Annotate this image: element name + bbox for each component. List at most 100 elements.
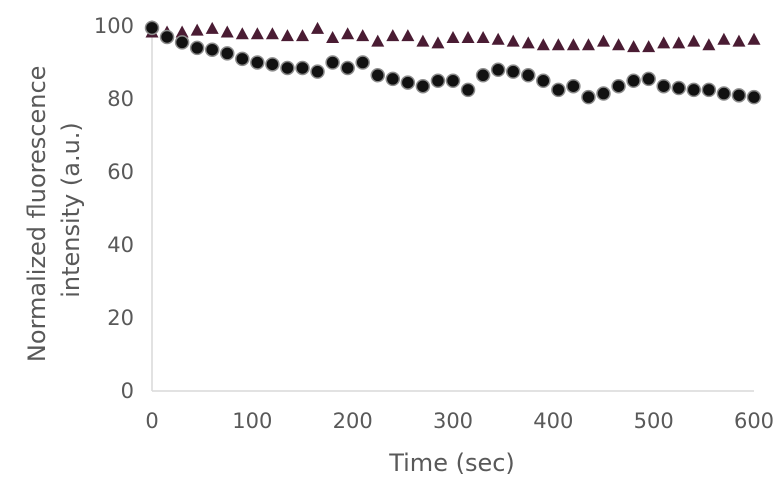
y-tick-label: 100 (94, 14, 134, 38)
triangle-point (536, 38, 550, 51)
triangle-point (356, 29, 370, 42)
circle-point (505, 64, 521, 79)
circle-point (400, 75, 416, 90)
y-tick-label: 40 (107, 233, 134, 257)
circle-point (370, 68, 385, 83)
circle-point (626, 73, 641, 88)
triangle-point (551, 38, 565, 51)
triangle-point (341, 27, 355, 40)
triangle-point (220, 25, 234, 38)
circle-point (445, 73, 461, 88)
triangle-point (461, 30, 475, 43)
circle-point (415, 78, 431, 94)
x-tick-label: 500 (634, 409, 674, 433)
triangle-point (265, 27, 279, 40)
circle-point (551, 82, 566, 98)
triangle-point (702, 38, 716, 51)
triangle-point (296, 29, 309, 42)
circle-point (325, 55, 340, 70)
x-tick-label: 200 (333, 409, 373, 433)
x-tick-label: 100 (232, 409, 272, 433)
circle-point (536, 73, 551, 88)
circle-point (189, 40, 205, 56)
triangle-point (566, 38, 580, 51)
circle-point (385, 71, 401, 87)
triangle-point (491, 32, 505, 45)
y-tick-label: 60 (107, 160, 134, 184)
circle-point (355, 55, 370, 70)
circle-point (235, 51, 250, 67)
x-axis-ticks: 0 100 200 300 400 500 600 (145, 409, 774, 433)
triangle-point (326, 30, 340, 43)
circle-point (220, 46, 235, 61)
circle-point (731, 88, 747, 103)
x-tick-label: 600 (734, 409, 774, 433)
triangle-point (431, 36, 445, 49)
x-tick-label: 0 (145, 409, 158, 433)
triangle-point (642, 40, 656, 53)
triangle-point (747, 32, 761, 45)
triangle-point (521, 36, 535, 49)
circle-point (460, 82, 476, 98)
circle-point (716, 86, 732, 101)
x-tick-label: 300 (433, 409, 473, 433)
y-tick-label: 0 (121, 379, 134, 403)
circle-point (475, 68, 491, 83)
y-axis-ticks: 0 20 40 60 80 100 (94, 14, 134, 403)
triangle-point (612, 38, 626, 51)
circle-point (159, 29, 175, 45)
triangle-point (371, 34, 385, 47)
circle-point (340, 60, 355, 76)
circle-point (596, 86, 611, 101)
y-tick-label: 20 (107, 306, 134, 330)
circle-point (641, 71, 656, 87)
y-axis-title-line-1: Normalized fluorescence (23, 66, 51, 362)
triangle-point (175, 25, 189, 38)
triangle-point (446, 30, 460, 43)
triangle-point (205, 21, 219, 34)
triangle-point (280, 29, 294, 42)
triangle-point (657, 36, 671, 49)
plot-area (151, 20, 754, 392)
circle-point (310, 64, 325, 79)
data-points (144, 20, 762, 105)
circle-point (280, 60, 295, 76)
circle-point (250, 55, 265, 70)
circle-point (174, 35, 190, 50)
circle-point (686, 82, 702, 98)
triangle-point (416, 34, 430, 47)
triangle-point (687, 34, 701, 47)
circle-point (671, 80, 686, 96)
triangle-point (476, 30, 490, 43)
circle-point (581, 89, 596, 105)
triangle-point (672, 36, 686, 49)
triangle-point (506, 34, 520, 47)
triangle-point (597, 34, 610, 47)
circle-point (490, 62, 506, 78)
y-axis-title: Normalized fluorescence intensity (a.u.) (23, 58, 85, 362)
triangle-point (190, 23, 204, 36)
circle-point (566, 78, 581, 94)
triangle-point (732, 34, 746, 47)
circle-point (265, 57, 280, 72)
circle-point (430, 73, 446, 88)
x-tick-label: 400 (533, 409, 573, 433)
triangle-point (386, 29, 400, 42)
circle-point (611, 78, 626, 94)
y-tick-label: 80 (107, 87, 134, 111)
circle-point (701, 82, 717, 98)
circle-point (144, 20, 160, 36)
triangle-point (235, 27, 249, 40)
triangle-point (401, 29, 415, 42)
circle-point (521, 68, 536, 83)
triangle-point (717, 32, 731, 45)
circle-point (656, 78, 671, 94)
triangle-point (311, 21, 325, 34)
circle-point (746, 89, 762, 105)
triangle-point (581, 38, 595, 51)
circle-point (204, 42, 220, 57)
circle-point (295, 60, 310, 76)
y-axis-title-line-2: intensity (a.u.) (57, 122, 85, 298)
triangle-point (627, 40, 641, 53)
